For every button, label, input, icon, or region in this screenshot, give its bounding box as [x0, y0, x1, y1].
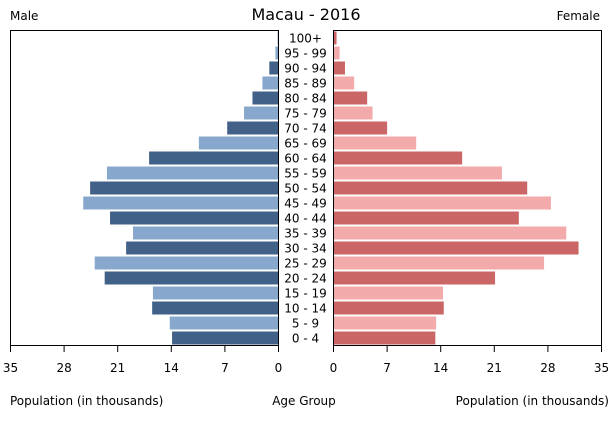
- age-group-label: 95 - 99: [284, 47, 327, 61]
- x-tick-label-male: 14: [164, 361, 179, 375]
- age-group-label: 100+: [289, 32, 322, 46]
- age-group-label: 35 - 39: [284, 227, 327, 241]
- female-bar: [333, 286, 443, 300]
- male-bar: [169, 316, 279, 330]
- female-bar: [333, 46, 340, 60]
- x-tick-label-male: 0: [275, 361, 283, 375]
- x-axis-label-female: Population (in thousands): [456, 394, 609, 408]
- x-tick-label-female: 35: [594, 361, 609, 375]
- age-group-label: 85 - 89: [284, 77, 327, 91]
- age-group-label: 5 - 9: [292, 317, 319, 331]
- age-group-label: 20 - 24: [284, 272, 327, 286]
- male-bar: [104, 271, 279, 285]
- male-bar: [227, 121, 279, 135]
- male-bar: [106, 166, 279, 180]
- female-bar: [333, 226, 567, 240]
- male-bar: [83, 196, 279, 210]
- age-group-label: 65 - 69: [284, 137, 327, 151]
- x-tick-label-male: 21: [110, 361, 125, 375]
- female-bar: [333, 106, 373, 120]
- age-group-label: 90 - 94: [284, 62, 327, 76]
- age-group-label: 60 - 64: [284, 152, 327, 166]
- male-bar: [275, 46, 279, 60]
- male-bar: [269, 61, 279, 75]
- female-bar: [333, 166, 502, 180]
- male-bar: [172, 331, 279, 345]
- male-bar: [133, 226, 279, 240]
- female-bar: [333, 61, 345, 75]
- chart-title: Macau - 2016: [251, 5, 360, 24]
- age-group-label: 15 - 19: [284, 287, 327, 301]
- female-bar: [333, 91, 368, 105]
- age-group-label: 50 - 54: [284, 182, 327, 196]
- age-group-label: 55 - 59: [284, 167, 327, 181]
- age-group-label: 25 - 29: [284, 257, 327, 271]
- x-axis-label-male: Population (in thousands): [10, 394, 163, 408]
- female-label: Female: [557, 9, 600, 23]
- male-bar: [126, 241, 279, 255]
- male-bar: [152, 301, 279, 315]
- x-tick-label-male: 28: [56, 361, 71, 375]
- male-bar: [152, 286, 279, 300]
- age-group-label: 0 - 4: [292, 332, 319, 346]
- age-group-label: 80 - 84: [284, 92, 327, 106]
- age-group-label: 75 - 79: [284, 107, 327, 121]
- female-bar: [333, 31, 337, 45]
- age-group-label: 30 - 34: [284, 242, 327, 256]
- age-group-label: 70 - 74: [284, 122, 327, 136]
- female-bar: [333, 121, 388, 135]
- age-group-label: 10 - 14: [284, 302, 327, 316]
- female-bar: [333, 271, 496, 285]
- x-tick-label-male: 7: [221, 361, 229, 375]
- male-bar: [110, 211, 279, 225]
- age-group-label: 45 - 49: [284, 197, 327, 211]
- age-group-label: 40 - 44: [284, 212, 327, 226]
- female-bar: [333, 181, 528, 195]
- male-bar: [90, 181, 279, 195]
- x-axis-label-age: Age Group: [272, 394, 336, 408]
- female-bar: [333, 151, 463, 165]
- x-tick-label-female: 14: [433, 361, 448, 375]
- male-bar: [262, 76, 279, 90]
- female-bar: [333, 241, 579, 255]
- male-bar: [149, 151, 279, 165]
- female-bar: [333, 76, 355, 90]
- male-label: Male: [10, 9, 38, 23]
- female-bar: [333, 331, 436, 345]
- female-bar: [333, 196, 551, 210]
- x-tick-label-female: 21: [487, 361, 502, 375]
- male-plot-frame: [10, 30, 279, 346]
- male-bar: [198, 136, 279, 150]
- x-tick-label-female: 0: [330, 361, 338, 375]
- x-tick-label-female: 28: [540, 361, 555, 375]
- female-bar: [333, 211, 519, 225]
- male-bar: [94, 256, 279, 270]
- female-bar: [333, 256, 545, 270]
- female-bar: [333, 301, 444, 315]
- x-tick-label-female: 7: [383, 361, 391, 375]
- female-plot-frame: [333, 30, 602, 346]
- female-bar: [333, 136, 417, 150]
- female-bar: [333, 316, 437, 330]
- male-bar: [252, 91, 279, 105]
- male-bar: [244, 106, 279, 120]
- x-tick-label-male: 35: [3, 361, 18, 375]
